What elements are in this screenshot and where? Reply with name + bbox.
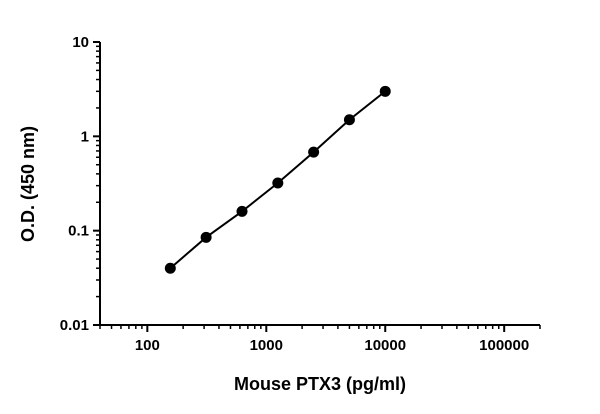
y-tick-label: 0.01 (60, 317, 89, 334)
x-tick-label: 100 (135, 337, 160, 354)
data-point (236, 205, 248, 217)
x-axis-title: Mouse PTX3 (pg/ml) (234, 374, 406, 394)
data-point (308, 146, 320, 158)
y-tick-label: 1 (81, 128, 89, 145)
y-tick-label: 10 (72, 34, 89, 51)
x-tick-label: 100000 (479, 337, 529, 354)
plot-area: 100 1000 10000 100000 0.01 0.1 1 10 (60, 34, 541, 354)
data-point (272, 177, 284, 189)
data-point (164, 262, 176, 274)
data-point (379, 85, 391, 97)
data-point (343, 114, 355, 126)
data-point (200, 231, 212, 243)
x-tick-label: 10000 (364, 337, 406, 354)
x-tick-label: 1000 (250, 337, 283, 354)
y-axis-title: O.D. (450 nm) (18, 126, 38, 242)
y-tick-label: 0.1 (68, 223, 89, 240)
